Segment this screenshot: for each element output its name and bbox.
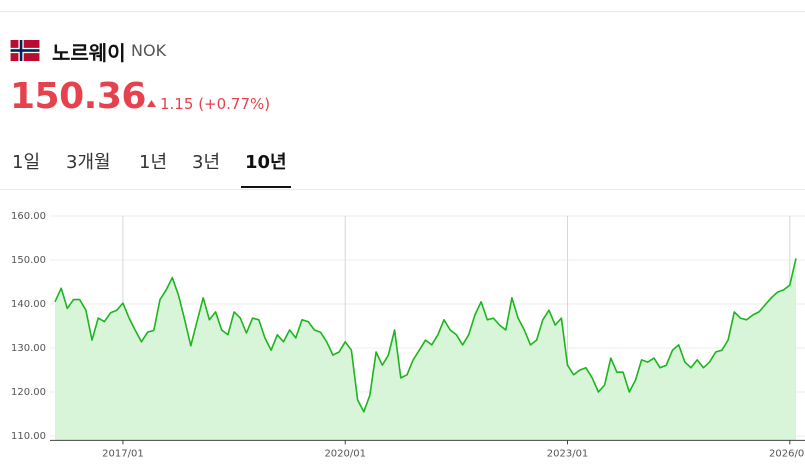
chart: 110.00 120.00 130.00 140.00 150.00 160.00 2017… <box>11 211 805 459</box>
line <box>54 258 797 413</box>
divider <box>0 11 805 12</box>
x-tick-label: 2026/01 <box>769 448 805 459</box>
period-tab[interactable]: 1년 <box>139 152 168 173</box>
period-tab[interactable]: 10년 <box>241 148 291 188</box>
currency-code: NOK <box>131 41 167 60</box>
up-arrow <box>147 100 156 107</box>
flag-icon <box>10 40 40 61</box>
change: 1.15 (+0.77%) <box>147 95 270 113</box>
currency-name: 노르웨이 <box>52 41 126 65</box>
change-percent: (+0.77%) <box>198 95 271 113</box>
y-tick-label: 110.00 <box>11 431 46 442</box>
period-tabs: 1일 3개월 1년 3년 10년 <box>0 145 805 190</box>
y-tick-label: 150.00 <box>11 255 46 266</box>
area <box>55 258 796 441</box>
price: 150.36 <box>10 76 146 117</box>
x-tick-label: 2020/01 <box>324 448 366 459</box>
period-tab[interactable]: 1일 <box>12 152 41 173</box>
y-tick-label: 130.00 <box>11 343 46 354</box>
y-tick-label: 140.00 <box>11 299 46 310</box>
x-tick-label: 2017/01 <box>102 448 144 459</box>
x-tick-label: 2023/01 <box>547 448 589 459</box>
period-tab[interactable]: 3개월 <box>66 152 111 173</box>
period-tab[interactable]: 3년 <box>192 152 221 173</box>
y-tick-label: 160.00 <box>11 211 46 222</box>
change-value: 1.15 <box>160 95 194 113</box>
y-tick-label: 120.00 <box>11 387 46 398</box>
